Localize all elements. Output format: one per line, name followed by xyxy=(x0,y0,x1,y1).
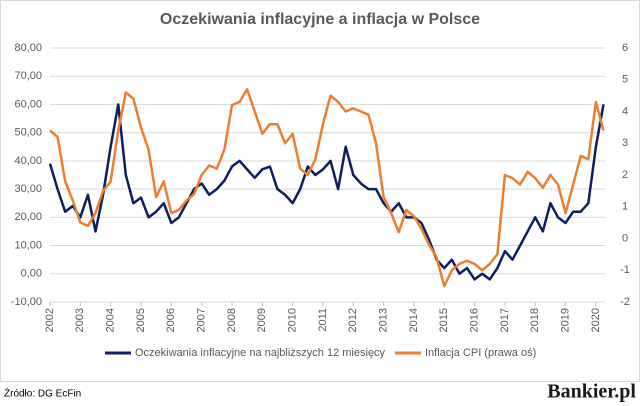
y2-tick-label: 5 xyxy=(622,74,628,86)
y-tick-label: 40,00 xyxy=(14,155,42,167)
x-tick-label: 2019 xyxy=(559,308,571,332)
y2-tick-label: 0 xyxy=(622,232,628,244)
x-tick-label: 2007 xyxy=(196,308,208,332)
x-tick-label: 2003 xyxy=(74,308,86,332)
y-tick-label: 70,00 xyxy=(14,70,42,82)
y-tick-label: 80,00 xyxy=(14,42,42,54)
y2-tick-label: -1 xyxy=(620,264,630,276)
logo: Bankier.pl xyxy=(547,381,636,403)
x-tick-label: 2005 xyxy=(135,308,147,332)
y2-tick-label: 1 xyxy=(622,201,628,213)
x-tick-label: 2015 xyxy=(438,308,450,332)
x-tick-label: 2016 xyxy=(468,308,480,332)
y-tick-label: 50,00 xyxy=(14,127,42,139)
x-tick-label: 2004 xyxy=(105,308,117,332)
x-tick-label: 2014 xyxy=(408,308,420,332)
y-tick-label: 10,00 xyxy=(14,239,42,251)
chart-title: Oczekiwania inflacyjne a inflacja w Pols… xyxy=(160,11,480,28)
x-tick-label: 2006 xyxy=(165,308,177,332)
source: Źródło: DG EcFin xyxy=(4,387,81,400)
x-tick-label: 2008 xyxy=(226,308,238,332)
x-tick-label: 2020 xyxy=(590,308,602,332)
y2-tick-label: 2 xyxy=(622,169,628,181)
x-tick-label: 2012 xyxy=(347,308,359,332)
y-tick-label: 30,00 xyxy=(14,183,42,195)
x-tick-label: 2018 xyxy=(529,308,541,332)
x-tick-label: 2011 xyxy=(317,308,329,332)
x-tick-label: 2002 xyxy=(44,308,56,332)
legend-label: Oczekiwania inflacyjne na najbliższych 1… xyxy=(135,347,386,359)
y-tick-label: 0,00 xyxy=(21,268,42,280)
y-tick-label: 60,00 xyxy=(14,98,42,110)
x-tick-label: 2013 xyxy=(378,308,390,332)
x-tick-label: 2017 xyxy=(499,308,511,332)
series-line xyxy=(49,88,605,288)
y2-tick-label: 4 xyxy=(622,105,628,117)
y2-tick-label: -2 xyxy=(620,296,630,308)
y2-tick-label: 3 xyxy=(622,137,628,149)
x-tick-label: 2010 xyxy=(287,308,299,332)
legend-label: Inflacja CPI (prawa oś) xyxy=(425,347,536,359)
y-tick-label: -10,00 xyxy=(11,296,42,308)
y-tick-label: 20,00 xyxy=(14,211,42,223)
x-tick-label: 2009 xyxy=(256,308,268,332)
series-line xyxy=(48,103,605,281)
y2-tick-label: 6 xyxy=(622,42,628,54)
